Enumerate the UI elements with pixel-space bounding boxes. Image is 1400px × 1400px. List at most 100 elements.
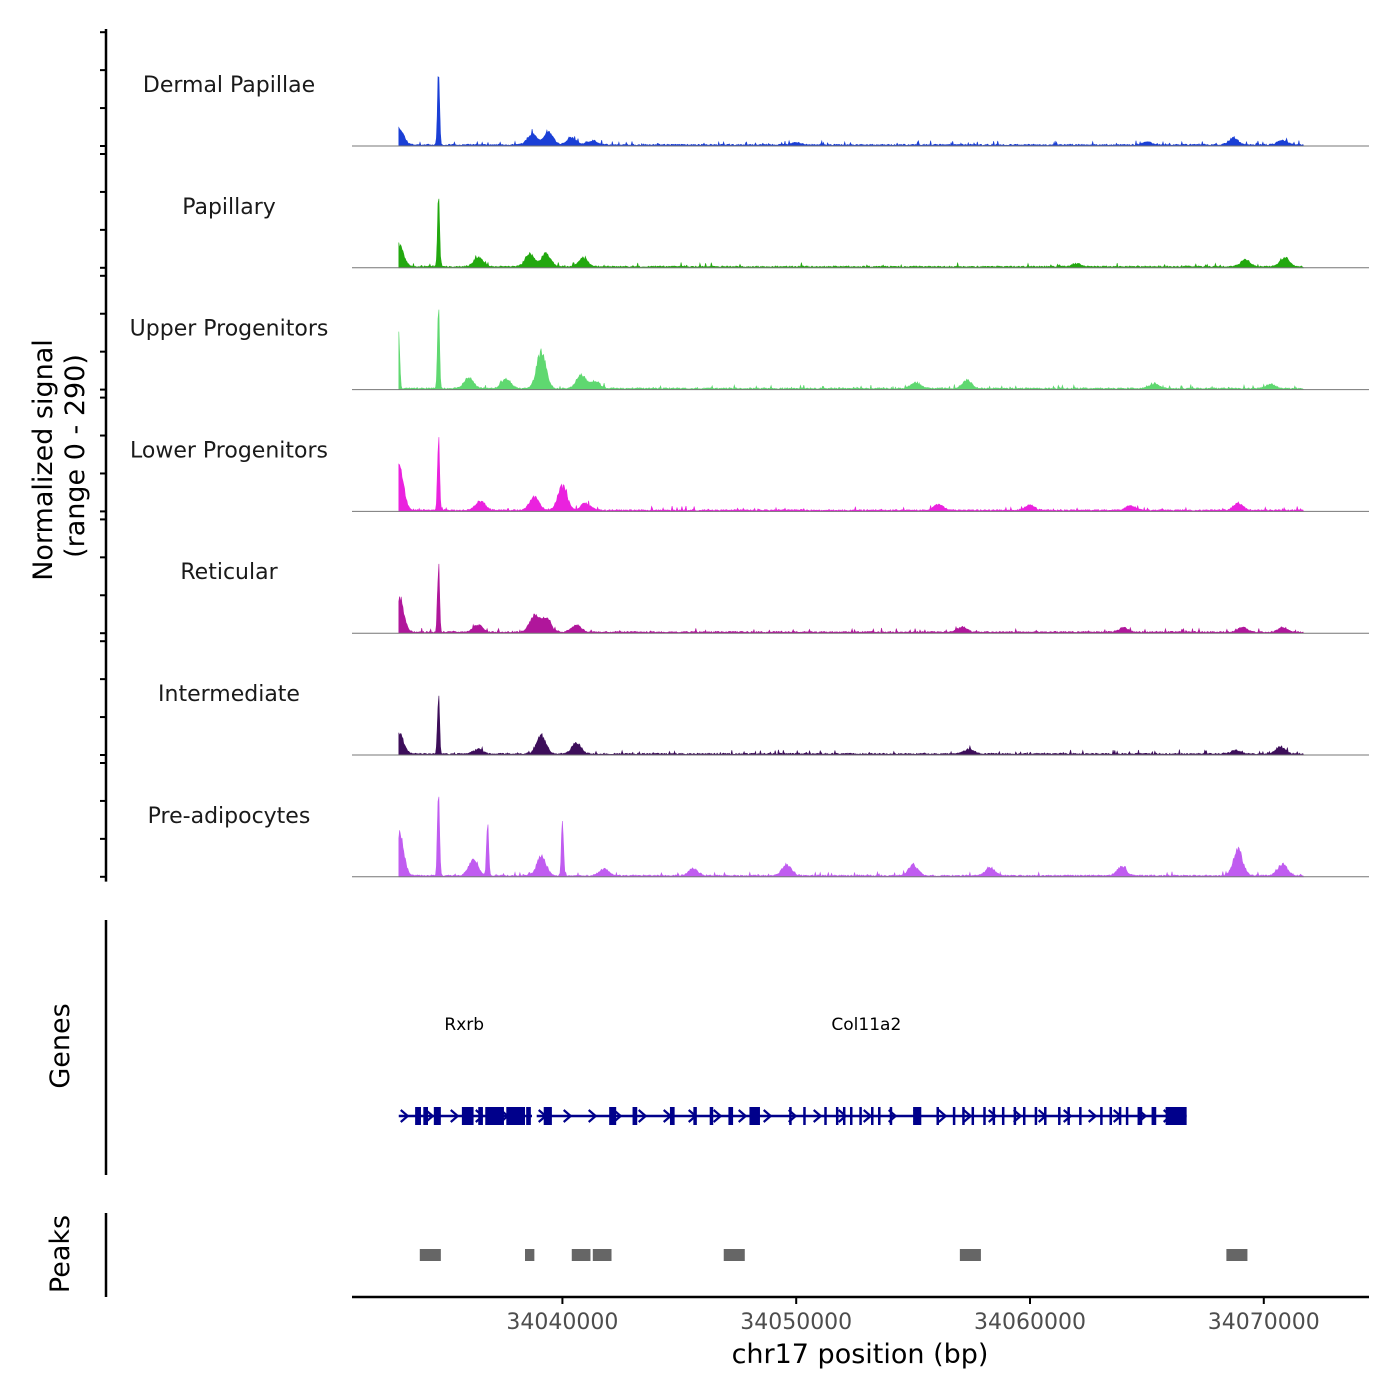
exon <box>693 1107 697 1125</box>
x-tick-label: 34060000 <box>974 1310 1086 1335</box>
exon <box>728 1107 734 1125</box>
exon <box>1022 1107 1026 1125</box>
x-axis-ticks: 34040000 34050000 34060000 34070000 <box>506 1297 1320 1335</box>
exon <box>842 1107 846 1125</box>
track-7: Pre-adipocytes <box>148 796 1369 878</box>
strand-arrow <box>937 1109 948 1123</box>
track-label: Reticular <box>180 560 278 585</box>
exon <box>913 1107 922 1125</box>
exon <box>1125 1107 1129 1125</box>
exon <box>423 1107 428 1125</box>
strand-arrow <box>762 1109 773 1123</box>
x-tick-label: 34050000 <box>740 1310 852 1335</box>
peak-region <box>571 1249 591 1261</box>
signal-tracks: Dermal Papillae Papillary Upper Progenitor… <box>130 73 1369 878</box>
signal-area <box>398 198 1305 269</box>
exon <box>1109 1107 1112 1125</box>
strand-arrow <box>987 1109 998 1123</box>
gene-col11a2: Col11a2 <box>536 1015 1187 1125</box>
exon <box>543 1107 552 1125</box>
exon <box>1079 1107 1082 1125</box>
peak-region <box>723 1249 745 1261</box>
gene-label: Col11a2 <box>831 1015 901 1035</box>
exon <box>889 1107 893 1125</box>
exon <box>1100 1107 1103 1125</box>
track-6: Intermediate <box>158 682 1369 756</box>
exon <box>871 1107 874 1125</box>
exon <box>433 1107 441 1125</box>
signal-area <box>398 796 1304 878</box>
exon <box>878 1107 881 1125</box>
exon <box>1034 1107 1038 1125</box>
exon <box>1058 1107 1061 1125</box>
signal-area <box>398 695 1304 756</box>
exon <box>849 1107 853 1125</box>
strand-arrow <box>862 1109 873 1123</box>
gene-rxrb: Rxrb <box>398 1015 533 1125</box>
track-4: Lower Progenitors <box>130 437 1369 512</box>
peak-region <box>525 1249 535 1261</box>
exon <box>803 1107 806 1125</box>
gene-label: Rxrb <box>444 1015 484 1035</box>
exon <box>415 1107 421 1125</box>
exon <box>478 1107 483 1125</box>
exon <box>669 1107 675 1125</box>
exon <box>952 1107 956 1125</box>
track-2: Papillary <box>182 195 1369 269</box>
strand-arrow <box>1087 1109 1098 1123</box>
strand-arrow <box>962 1109 973 1123</box>
exon <box>632 1107 638 1125</box>
y-axis-title: Normalized signal <box>28 339 59 581</box>
x-tick-label: 34070000 <box>1208 1310 1320 1335</box>
strand-arrow <box>1062 1109 1073 1123</box>
signal-area <box>398 563 1304 634</box>
strand-arrow <box>425 1109 435 1123</box>
exon <box>789 1107 792 1125</box>
exon <box>992 1107 996 1125</box>
exon <box>749 1107 760 1125</box>
x-axis-title: chr17 position (bp) <box>732 1339 989 1370</box>
genes-title: Genes <box>45 1003 76 1088</box>
signal-y-axis <box>100 29 108 882</box>
exon <box>1137 1107 1143 1125</box>
peak-region <box>959 1249 981 1261</box>
exon <box>506 1107 526 1125</box>
exon <box>609 1107 617 1125</box>
exon <box>824 1107 827 1125</box>
strand-arrow <box>450 1109 460 1123</box>
exon <box>1165 1107 1187 1125</box>
strand-arrow <box>400 1109 410 1123</box>
exon <box>709 1107 714 1125</box>
strand-arrow <box>812 1109 823 1123</box>
peak-region <box>1226 1249 1248 1261</box>
track-label: Intermediate <box>158 682 300 707</box>
exon <box>1013 1107 1017 1125</box>
signal-area <box>398 437 1304 512</box>
exon <box>1001 1107 1005 1125</box>
track-label: Dermal Papillae <box>143 73 315 98</box>
strand-arrow <box>737 1109 748 1123</box>
y-axis-range: (range 0 - 290) <box>60 354 91 558</box>
exon <box>526 1107 531 1125</box>
exon <box>461 1107 474 1125</box>
signal-area <box>398 76 1304 147</box>
exon <box>835 1107 839 1125</box>
exon <box>962 1107 965 1125</box>
exon <box>971 1107 975 1125</box>
strand-arrow <box>587 1109 598 1123</box>
exon <box>983 1107 986 1125</box>
track-1: Dermal Papillae <box>143 73 1369 147</box>
exon <box>859 1107 862 1125</box>
peaks-title: Peaks <box>45 1215 76 1293</box>
exon <box>1151 1107 1157 1125</box>
strand-arrow <box>637 1109 648 1123</box>
track-label: Lower Progenitors <box>130 438 328 463</box>
track-label: Upper Progenitors <box>130 317 329 342</box>
track-label: Papillary <box>182 195 276 220</box>
peak-region <box>419 1249 441 1261</box>
strand-arrow <box>837 1109 848 1123</box>
exon <box>1067 1107 1070 1125</box>
peak-region <box>592 1249 612 1261</box>
exon <box>1118 1107 1122 1125</box>
